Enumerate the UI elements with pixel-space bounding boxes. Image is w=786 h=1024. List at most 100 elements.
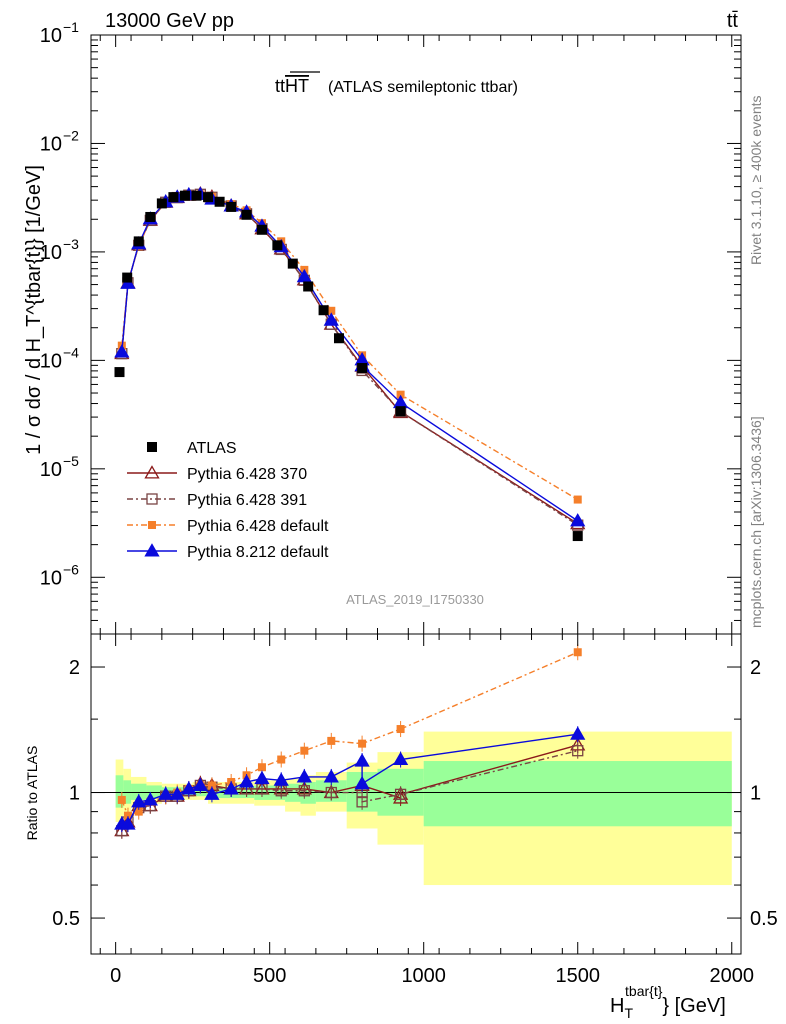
data-point [241, 209, 252, 220]
y-axis-label-top: 1 / σ dσ / d H_T^{tbar{t}} [1/GeV] [23, 165, 45, 455]
y-tick-exponent-top: −5 [63, 453, 79, 469]
y-tick-label-ratio-left: 2 [69, 657, 80, 679]
data-point [122, 272, 133, 283]
series-line-ratio [121, 651, 579, 817]
legend-marker [146, 493, 158, 505]
series-marker-top [573, 495, 582, 504]
series-marker-top [327, 306, 336, 315]
ratio-frame [90, 633, 742, 955]
series-marker-ratio [207, 781, 216, 790]
data-point [333, 333, 344, 344]
series-marker-ratio [273, 772, 289, 786]
series-marker-top [114, 344, 130, 358]
y-tick-exponent-top: −2 [63, 127, 79, 143]
series-marker-ratio [354, 753, 370, 767]
ratio-error-bands [91, 731, 741, 886]
data-point [203, 192, 214, 203]
series-marker-ratio [117, 795, 126, 804]
y-tick-label-ratio-right: 2 [750, 657, 761, 679]
data-point [572, 531, 583, 542]
y-tick-label-top: 10 [40, 25, 62, 47]
data-point [145, 211, 156, 222]
series-marker-ratio [254, 770, 270, 785]
data-point [318, 305, 329, 316]
x-axis-label: HTtbar{t}} [GeV] [610, 983, 726, 1021]
side-label-mcplots: mcplots.cern.ch [arXiv:1306.3436] [748, 416, 764, 628]
data-point [168, 192, 179, 203]
y-tick-label-ratio-left: 1 [69, 783, 80, 805]
data-point [272, 240, 283, 251]
legend-marker [148, 521, 156, 529]
x-tick-label: 1500 [555, 965, 600, 987]
series-marker-ratio [298, 785, 310, 797]
header-left: 13000 GeV pp [105, 10, 234, 32]
side-label-rivet: Rivet 3.1.10, ≥ 400k events [748, 95, 764, 265]
series-marker-ratio [392, 751, 409, 766]
series-marker-ratio [134, 807, 143, 816]
legend-marker [144, 465, 160, 479]
band-inner-segment [131, 783, 147, 800]
data-point [256, 224, 267, 235]
data-point [114, 367, 125, 378]
series-marker-ratio [120, 816, 136, 830]
plot-title: ttHT [275, 76, 309, 96]
series-marker-ratio [142, 792, 158, 806]
series-marker-ratio [325, 786, 337, 799]
axes: 0 500 1000 1500 200010−610−510−410−310−210−1… [40, 19, 778, 987]
y-tick-label-ratio-left: 0.5 [52, 908, 80, 930]
legend-marker [144, 543, 160, 557]
series-marker-ratio [277, 755, 286, 764]
data-point [179, 190, 190, 201]
series-marker-ratio [257, 763, 266, 772]
series-marker-top [396, 390, 405, 399]
band-inner-segment [423, 761, 732, 827]
data-point [156, 198, 167, 209]
legend-label: Pythia 6.428 391 [187, 492, 307, 509]
y-tick-exponent-top: −1 [63, 19, 79, 35]
y-tick-exponent-top: −4 [63, 344, 79, 360]
series-marker-ratio [300, 746, 309, 755]
data-point [357, 363, 368, 374]
band-inner-segment [123, 780, 132, 804]
legend-label: Pythia 8.212 default [187, 544, 329, 561]
y-tick-label-top: 10 [40, 567, 62, 589]
y-tick-label-ratio-right: 0.5 [750, 908, 778, 930]
series-marker-ratio [181, 781, 197, 795]
y-tick-label-top: 10 [40, 133, 62, 155]
x-tick-label: 1000 [401, 965, 446, 987]
series-marker-ratio [358, 739, 367, 748]
main-plot [114, 186, 586, 542]
series-marker-ratio [354, 775, 370, 790]
series-marker-ratio [392, 790, 409, 804]
series-marker-ratio [223, 781, 239, 795]
series-marker-ratio [192, 777, 208, 791]
series-marker-top [570, 513, 586, 527]
series-marker-ratio [123, 811, 132, 820]
analysis-id: ATLAS_2019_I1750330 [346, 592, 484, 607]
x-tick-label: 0 [110, 965, 121, 987]
plot-subtitle: (ATLAS semileptonic ttbar) [328, 79, 518, 96]
series-marker-ratio [323, 769, 339, 783]
y-tick-label-top: 10 [40, 459, 62, 481]
x-tick-label: 2000 [710, 965, 755, 987]
data-point [214, 196, 225, 207]
series-marker-ratio [573, 648, 582, 657]
x-tick-label: 500 [253, 965, 286, 987]
data-point [191, 190, 202, 201]
series-marker-ratio [396, 725, 405, 734]
y-tick-label-ratio-right: 1 [750, 783, 761, 805]
header-right: tt̄ [727, 10, 739, 32]
series-marker-ratio [394, 788, 407, 801]
data-point [133, 236, 144, 247]
series-marker-ratio [158, 786, 174, 800]
data-point [303, 281, 314, 292]
ratio-plot [114, 644, 586, 839]
legend: ATLAS Pythia 6.428 370 Pythia 6.428 391 Pyt… [127, 440, 329, 561]
y-tick-exponent-top: −3 [63, 236, 79, 252]
data-point [287, 258, 298, 269]
legend-label: Pythia 6.428 default [187, 518, 329, 535]
series-marker-ratio [238, 774, 255, 788]
y-tick-exponent-top: −6 [63, 561, 79, 577]
series-marker-ratio [327, 736, 336, 745]
